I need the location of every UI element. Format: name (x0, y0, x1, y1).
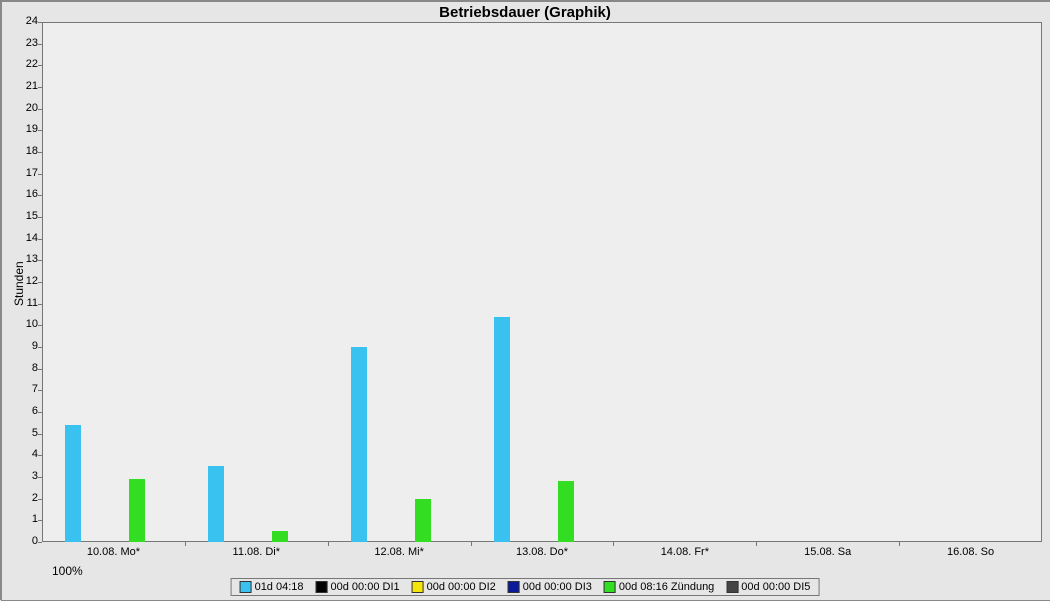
x-tick-label: 10.08. Mo* (87, 546, 140, 558)
legend-swatch (316, 581, 328, 593)
x-tick (471, 542, 472, 546)
legend-label: 00d 08:16 Zündung (619, 581, 714, 593)
y-tick-label: 2 (14, 492, 38, 504)
x-tick-label: 12.08. Mi* (374, 546, 424, 558)
y-tick-label: 13 (14, 253, 38, 265)
legend-item: 01d 04:18 (240, 581, 304, 593)
x-tick (185, 542, 186, 546)
legend-item: 00d 00:00 DI5 (726, 581, 810, 593)
y-tick-label: 12 (14, 275, 38, 287)
bar (494, 317, 510, 542)
y-tick-label: 24 (14, 15, 38, 27)
bar (65, 425, 81, 542)
legend-item: 00d 00:00 DI2 (412, 581, 496, 593)
y-tick-label: 23 (14, 37, 38, 49)
percent-label: 100% (52, 564, 83, 578)
bar (558, 481, 574, 542)
y-tick-label: 7 (14, 383, 38, 395)
bar (272, 531, 288, 542)
bar (415, 499, 431, 542)
x-tick-label: 14.08. Fr* (661, 546, 709, 558)
legend-item: 00d 00:00 DI3 (508, 581, 592, 593)
y-tick-label: 16 (14, 188, 38, 200)
y-tick-label: 10 (14, 318, 38, 330)
x-tick (613, 542, 614, 546)
chart-title: Betriebsdauer (Graphik) (0, 0, 1050, 21)
x-tick-label: 11.08. Di* (233, 546, 281, 558)
legend-label: 00d 00:00 DI1 (331, 581, 400, 593)
chart-wrapper: Betriebsdauer (Graphik) Stunden 01234567… (0, 0, 1050, 600)
bar (208, 466, 224, 542)
bars-container (42, 22, 1042, 542)
x-tick (899, 542, 900, 546)
y-tick-label: 5 (14, 427, 38, 439)
y-tick-label: 0 (14, 535, 38, 547)
legend-swatch (726, 581, 738, 593)
legend-label: 00d 00:00 DI3 (523, 581, 592, 593)
y-tick-label: 21 (14, 80, 38, 92)
y-tick-label: 6 (14, 405, 38, 417)
bar (351, 347, 367, 542)
legend-item: 00d 00:00 DI1 (316, 581, 400, 593)
legend-swatch (240, 581, 252, 593)
legend-label: 01d 04:18 (255, 581, 304, 593)
y-tick-label: 19 (14, 123, 38, 135)
x-tick (756, 542, 757, 546)
y-tick-label: 22 (14, 58, 38, 70)
y-tick-label: 3 (14, 470, 38, 482)
legend-item: 00d 08:16 Zündung (604, 581, 714, 593)
legend-swatch (508, 581, 520, 593)
bar (129, 479, 145, 542)
y-tick-label: 1 (14, 513, 38, 525)
x-tick (328, 542, 329, 546)
legend-swatch (412, 581, 424, 593)
legend-label: 00d 00:00 DI5 (741, 581, 810, 593)
x-tick-label: 15.08. Sa (804, 546, 851, 558)
y-tick-label: 15 (14, 210, 38, 222)
y-tick-label: 17 (14, 167, 38, 179)
legend: 01d 04:18 00d 00:00 DI1 00d 00:00 DI2 00d 0… (231, 578, 820, 596)
x-tick-label: 16.08. So (947, 546, 994, 558)
x-tick-label: 13.08. Do* (516, 546, 568, 558)
y-tick-label: 11 (14, 297, 38, 309)
legend-label: 00d 00:00 DI2 (427, 581, 496, 593)
legend-swatch (604, 581, 616, 593)
y-tick-label: 14 (14, 232, 38, 244)
y-tick-label: 20 (14, 102, 38, 114)
y-tick (38, 542, 42, 543)
y-tick-label: 9 (14, 340, 38, 352)
y-tick-label: 8 (14, 362, 38, 374)
y-tick-label: 4 (14, 448, 38, 460)
y-tick-label: 18 (14, 145, 38, 157)
